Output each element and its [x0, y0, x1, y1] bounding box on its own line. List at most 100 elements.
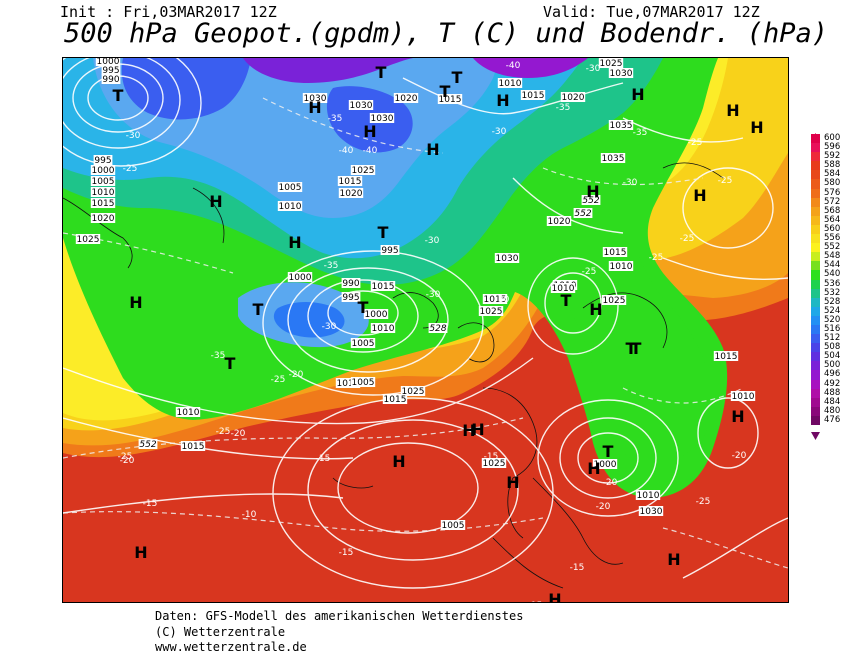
pressure-label: 1020	[340, 189, 363, 199]
valid-time: Valid: Tue,07MAR2017 12Z	[543, 3, 760, 21]
low-pressure-center: T	[378, 223, 389, 242]
pressure-label-bg	[287, 272, 313, 282]
pressure-label-bg	[608, 261, 634, 271]
temperature-label: -25	[688, 138, 703, 148]
legend-row: 548	[811, 251, 847, 262]
legend-value: 516	[824, 323, 841, 334]
temperature-label: -25	[649, 253, 664, 263]
temperature-label: -40	[506, 61, 521, 71]
temperature-lines	[63, 97, 788, 569]
pressure-label-bg	[338, 188, 364, 198]
legend-swatch	[811, 334, 820, 344]
temperature-label: -15	[316, 454, 331, 464]
temperature-label: -15	[570, 563, 585, 573]
legend-row: 516	[811, 323, 847, 335]
geopotential-label-bg	[581, 195, 601, 205]
high-pressure-center: H	[426, 140, 439, 159]
legend-row: 584	[811, 169, 847, 180]
pressure-label: 1015	[439, 95, 462, 105]
legend-row: 552	[811, 242, 847, 253]
pressure-label: 1035	[610, 121, 633, 131]
temperature-label: -30	[425, 236, 440, 246]
pressure-label: 990	[342, 279, 359, 289]
high-pressure-center: H	[392, 452, 405, 471]
pressure-label: 1025	[402, 387, 425, 397]
high-pressure-center: H	[288, 233, 301, 252]
legend-value: 580	[824, 178, 841, 189]
legend-value: 480	[824, 405, 841, 416]
pressure-label: 1030	[371, 114, 394, 124]
geopotential-label-bg	[138, 439, 158, 449]
weather-map: 1000 995 990 995 1000 1005 1010 1015 1020 1025 103…	[62, 57, 789, 603]
pressure-label: 1025	[600, 59, 623, 69]
pressure-label: 1015	[384, 395, 407, 405]
pressure-label: 1015	[522, 91, 545, 101]
temperature-label: -30	[426, 290, 441, 300]
pressure-label-bg	[101, 65, 121, 75]
pressure-label: 1020	[562, 93, 585, 103]
pressure-label-bg	[602, 247, 628, 257]
pressure-label-bg	[440, 520, 466, 530]
pressure-label: 1000	[289, 273, 312, 283]
legend-swatch	[811, 297, 820, 307]
band-violet-2	[473, 58, 588, 78]
pressure-label: 1015	[715, 352, 738, 362]
pressure-label: 1010	[372, 324, 395, 334]
pressure-label: 1010	[732, 392, 755, 402]
pressure-label-bg	[180, 441, 206, 451]
pressure-label: 1010	[92, 188, 115, 198]
footer: Daten: GFS-Modell des amerikanischen Wet…	[155, 609, 523, 656]
pressure-label: 1020	[395, 94, 418, 104]
pressure-label-bg	[277, 201, 303, 211]
pressure-label-bg	[730, 391, 756, 401]
legend-row: 588	[811, 160, 847, 171]
pressure-label: 1010	[279, 202, 302, 212]
pressure-label-bg	[608, 68, 634, 78]
pressure-label: 1020	[92, 214, 115, 224]
pressure-labels: 1000995990995100010051010101510201025103…	[75, 58, 756, 531]
legend-value: 596	[824, 142, 841, 153]
temperature-label: -10	[242, 510, 257, 520]
pressure-label-bg	[592, 459, 618, 469]
temperature-label: -35	[633, 128, 648, 138]
color-legend: 600 596 592 588 584 580 576 572 568 564 560 556 552 5…	[811, 133, 847, 440]
pressure-label-bg	[598, 58, 624, 68]
high-pressure-center: H	[726, 101, 739, 120]
legend-row: 544	[811, 260, 847, 271]
band-indigo	[121, 58, 251, 120]
temperature-label: -25	[696, 497, 711, 507]
high-pressure-center: H	[129, 293, 142, 312]
legend-swatch	[811, 397, 820, 407]
low-pressure-center: T	[376, 63, 387, 82]
legend-row: 572	[811, 197, 847, 207]
high-pressure-center: H	[589, 300, 602, 319]
pressure-label-bg	[175, 407, 201, 417]
temperature-label: -25	[582, 267, 597, 277]
pressure-label-bg	[337, 176, 363, 186]
temperature-label: -30	[623, 178, 638, 188]
pressure-label: 1010	[177, 408, 200, 418]
temperature-label: -25	[271, 375, 286, 385]
legend-row: 504	[811, 351, 847, 362]
legend-value: 524	[824, 305, 841, 316]
legend-value: 528	[824, 296, 841, 307]
legend-row: 596	[811, 142, 847, 153]
temperature-label: -40	[363, 146, 378, 156]
temperature-label: -25	[118, 452, 133, 462]
pressure-label-bg	[608, 120, 634, 130]
geopotential-label: 552	[139, 440, 156, 450]
high-pressure-center: H	[496, 91, 509, 110]
pressure-label-bg	[350, 165, 376, 175]
high-pressure-center: H	[750, 118, 763, 137]
temperature-label: -40	[339, 146, 354, 156]
pressure-label-bg	[478, 306, 504, 316]
pressure-label-bg	[380, 245, 400, 255]
pressure-label-bg	[400, 386, 426, 396]
temperature-label: -15	[528, 601, 543, 602]
legend-value: 552	[824, 242, 841, 253]
legend-row: 592	[811, 151, 847, 162]
temperature-label: -25	[680, 234, 695, 244]
pressure-label: 1015	[484, 295, 507, 305]
legend-swatch	[811, 406, 820, 416]
